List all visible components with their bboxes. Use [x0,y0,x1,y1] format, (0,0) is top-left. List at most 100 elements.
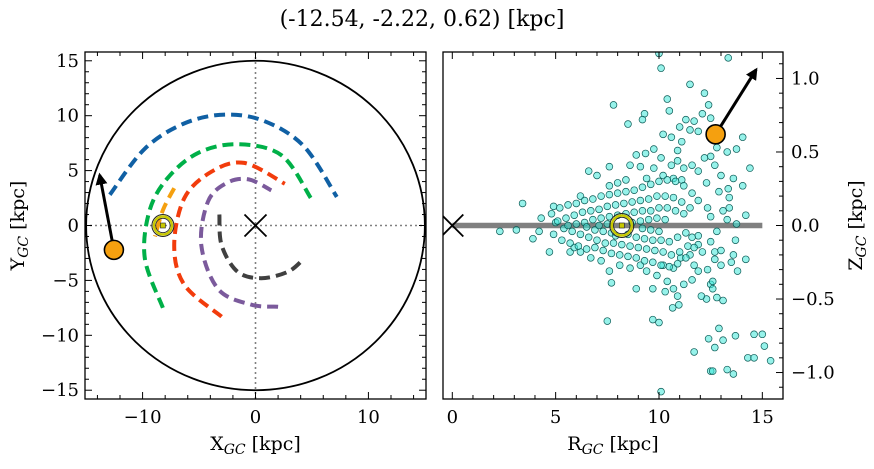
y-axis-label-main: Y [7,257,29,271]
scatter-point [673,146,682,155]
y-tick-label: −0.5 [791,289,835,310]
galactic-center-marker [443,213,464,238]
y-tick-label: 10 [56,106,79,127]
scatter-point [636,217,645,225]
scatter-point [615,251,624,259]
scatter-point [582,223,591,231]
scatter-point [724,184,732,193]
scatter-point [713,227,721,236]
scatter-point [661,192,669,200]
x-axis-label-unit: [kpc] [604,433,659,455]
sun-outer-ring [609,213,635,238]
scatter-point [698,248,707,256]
scatter-point [673,157,682,165]
scatter-point [649,258,657,267]
scatter-point [750,330,758,339]
y-axis-label-main: Z [845,257,867,270]
scatter-point [568,227,576,236]
scatter-point [675,301,683,309]
scatter-point [642,267,651,275]
scatter-point [655,318,663,327]
scatter-point [607,279,616,287]
ticks [451,52,784,399]
scatter-point [599,246,607,255]
scatter-point [638,115,647,124]
scatter-point [711,343,719,352]
scatter-point [624,252,632,261]
scatter-point [630,208,638,217]
scatter-point [624,120,632,128]
scatter-point [682,254,690,262]
velocity-arrow [714,67,758,136]
scatter-point [704,101,713,109]
scatter-point [659,248,667,256]
scatter-point [622,187,630,196]
scatter-point [742,211,750,219]
scatter-point [723,215,731,224]
scatter-point [626,242,634,250]
spiral-arm [172,160,286,319]
scatter-point [641,149,650,158]
scatter-point [620,199,628,208]
scatter-point [719,296,727,305]
scatter-point [603,317,612,325]
scatter-point [667,251,676,259]
scatter-point [605,190,614,199]
scatter-point [587,207,595,215]
scatter-point [611,201,620,209]
scatter-point [605,267,614,275]
scatter-point [724,54,732,62]
x-axis-label-sub: GC [582,442,604,458]
scatter-point [700,154,709,162]
x-axis-label-main: R [567,433,582,455]
scatter-point [673,292,682,300]
scatter-point [713,143,721,152]
sun-outer-ring [151,214,175,237]
scatter-point [535,227,543,236]
scatter-point [566,239,574,247]
scatter-point [578,208,587,217]
scatter-point [738,182,747,190]
scatter-point [653,214,661,222]
scatter-point [593,236,601,244]
scatter-point [655,177,663,186]
scatter-point [638,183,647,192]
y-axis-label: YGC [kpc] [7,181,32,272]
scatter-point [605,182,614,190]
scatter-point [686,80,694,89]
y-tick-label: −10 [41,325,79,346]
scatter-point [572,199,581,208]
scatter-point [688,161,696,169]
scatter-point [636,162,645,171]
scatter-point [518,199,527,208]
x-tick-label: 10 [648,407,671,428]
plot-area [443,52,775,396]
scatter-point [529,234,537,243]
scatter-point [694,267,703,275]
scatter-point [609,101,618,109]
scatter-point [632,151,641,159]
x-tick-label: −10 [124,407,162,428]
scatter-point [732,220,741,228]
y-tick-label: 0.5 [791,142,820,163]
scatter-point [706,114,715,122]
y-tick-label: −15 [41,380,79,401]
scatter-point [589,195,597,203]
scatter-point [632,284,641,293]
scatter-point [680,209,688,218]
scatter-point [682,229,690,237]
y-tick-label: −1.0 [791,363,835,384]
scatter-point [688,189,696,197]
scatter-point [704,334,713,343]
scatter-point [708,277,717,286]
scatter-point [711,255,719,264]
scatter-point [622,176,630,184]
scatter-point [570,211,578,219]
scatter-point [700,89,709,97]
scatter-point [597,192,605,200]
scatter-point [694,196,703,205]
scatter-point [729,251,738,259]
scatter-point [547,209,556,218]
scatter-point [661,287,669,296]
